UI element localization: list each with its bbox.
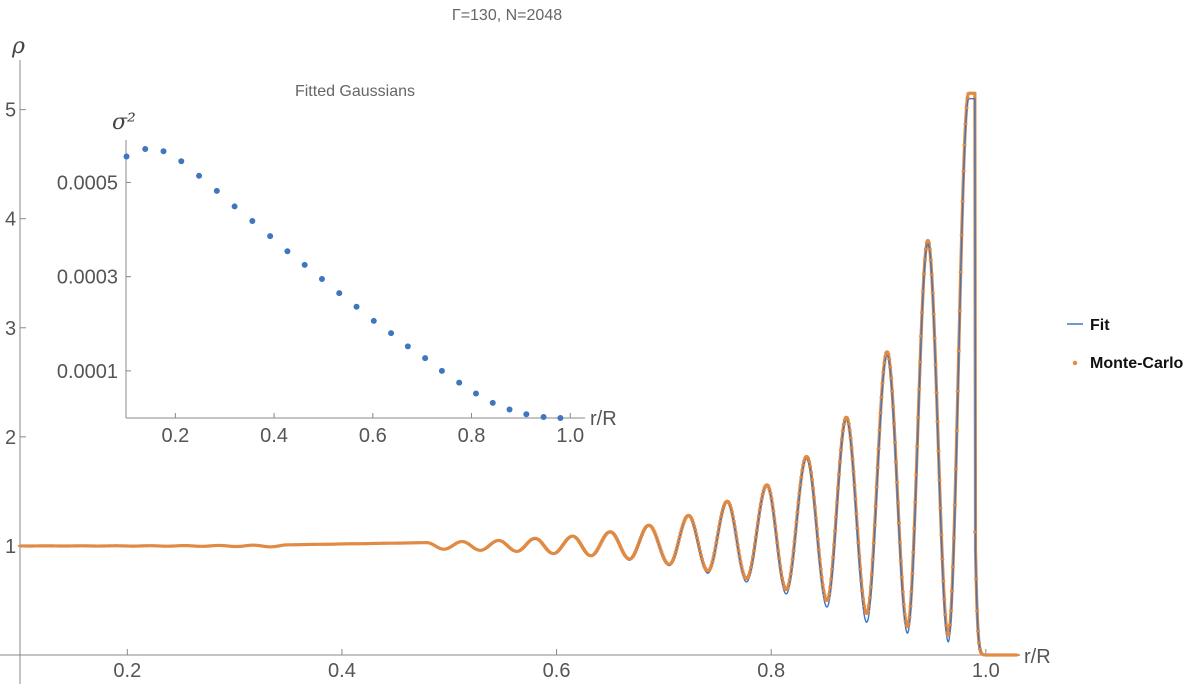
main-x-tick-label: 1.0 — [972, 660, 1000, 682]
inset-y-tick-label: 0.0003 — [57, 267, 118, 289]
inset-x-tick-label: 0.8 — [458, 425, 486, 447]
inset-data-point — [301, 261, 308, 268]
inset-data-point — [422, 355, 429, 362]
chart-title: Γ=130, N=2048 — [452, 7, 562, 24]
inset-data-point — [267, 233, 274, 240]
inset-x-tick-label: 1.0 — [556, 425, 584, 447]
main-x-tick-label: 0.4 — [328, 660, 356, 682]
legend-monte-carlo-label: Monte-Carlo — [1090, 355, 1184, 372]
main-x-tick-label: 0.6 — [543, 660, 571, 682]
main-x-tick-label: 0.2 — [113, 660, 141, 682]
inset-ticks: 0.2 0.4 0.6 0.8 1.0 0.0001 0.0003 0.0005 — [57, 172, 584, 447]
inset-data-point — [196, 172, 203, 179]
inset-x-tick-label: 0.4 — [260, 425, 288, 447]
inset-data-point — [370, 317, 377, 324]
inset-x-tick-label: 0.6 — [359, 425, 387, 447]
inset-data-point — [404, 343, 411, 350]
inset-data-point — [472, 390, 479, 397]
inset-data-point — [540, 414, 547, 421]
monte-carlo-points — [17, 92, 1020, 657]
inset-data-point — [557, 415, 564, 421]
inset-data-point — [438, 367, 445, 374]
inset-data-point — [506, 406, 513, 413]
inset-data-point — [318, 276, 325, 282]
inset-data-point — [336, 290, 343, 297]
main-x-tick-label: 0.8 — [757, 660, 785, 682]
inset-data-point — [213, 187, 220, 194]
main-series — [17, 91, 1020, 657]
main-y-tick-label: 5 — [5, 100, 16, 122]
inset-data-point — [284, 248, 291, 255]
monte-carlo-series — [19, 91, 1019, 657]
main-ticks: 0.2 0.4 0.6 0.8 1.0 1 2 3 4 5 — [5, 100, 1000, 682]
main-y-tick-label: 4 — [5, 209, 16, 231]
inset-data-point — [142, 145, 149, 152]
main-x-axis-label: r/R — [1024, 646, 1051, 668]
inset-data-point — [249, 218, 256, 225]
main-y-axis-label: ρ — [11, 34, 25, 59]
inset-points — [123, 145, 564, 421]
inset-chart: Fitted Gaussians σ² r/R 0.2 0.4 0.6 0.8 1.00… — [57, 83, 617, 447]
inset-data-point — [523, 411, 530, 418]
inset-title: Fitted Gaussians — [295, 83, 415, 100]
main-axes: ρ r/R — [0, 34, 1051, 684]
main-y-tick-label: 2 — [5, 427, 16, 449]
inset-data-point — [489, 399, 496, 406]
inset-data-point — [388, 330, 395, 337]
legend-monte-carlo-swatch — [1072, 360, 1078, 366]
inset-x-tick-label: 0.2 — [161, 425, 189, 447]
legend: Fit Monte-Carlo — [1067, 317, 1184, 372]
inset-data-point — [456, 379, 463, 386]
inset-x-axis-label: r/R — [590, 408, 617, 430]
main-y-tick-label: 3 — [5, 318, 16, 340]
inset-data-point — [160, 148, 167, 155]
inset-data-point — [353, 303, 360, 310]
inset-data-point — [231, 203, 238, 210]
fit-series — [19, 98, 1018, 656]
legend-fit-label: Fit — [1090, 317, 1110, 334]
inset-y-tick-label: 0.0001 — [57, 361, 118, 383]
inset-y-tick-label: 0.0005 — [57, 172, 118, 194]
inset-data-point — [123, 153, 130, 160]
main-y-tick-label: 1 — [5, 536, 16, 558]
inset-data-point — [178, 158, 185, 165]
inset-y-axis-label: σ² — [112, 110, 136, 135]
